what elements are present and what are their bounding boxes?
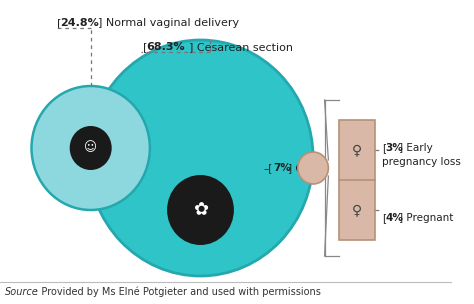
Circle shape	[298, 152, 328, 184]
Text: [: [	[382, 213, 386, 223]
Text: ] Normal vaginal delivery: ] Normal vaginal delivery	[98, 18, 239, 28]
Text: ♀: ♀	[352, 203, 362, 217]
Text: 3%: 3%	[386, 143, 403, 153]
Text: 4%: 4%	[386, 213, 403, 223]
Text: –[: –[	[264, 163, 273, 173]
Text: : Provided by Ms Elné Potgieter and used with permissions: : Provided by Ms Elné Potgieter and used…	[36, 287, 321, 297]
Text: ✿: ✿	[193, 201, 208, 219]
Text: ] Cesarean section: ] Cesarean section	[189, 42, 293, 52]
Text: ] Pregnant: ] Pregnant	[399, 213, 454, 223]
Text: [: [	[143, 42, 148, 52]
Text: Source: Source	[5, 287, 38, 297]
Text: ♀: ♀	[352, 143, 362, 157]
Circle shape	[88, 40, 313, 276]
Text: [: [	[382, 143, 386, 153]
Text: 68.3%: 68.3%	[146, 42, 185, 52]
Text: [: [	[57, 18, 62, 28]
Circle shape	[70, 126, 112, 170]
Text: ] Other: ] Other	[288, 163, 326, 173]
Text: ☺: ☺	[84, 141, 97, 154]
Circle shape	[167, 175, 234, 245]
Bar	[339, 120, 375, 240]
Text: 7%: 7%	[273, 163, 291, 173]
Text: 24.8%: 24.8%	[60, 18, 99, 28]
Text: ] Early: ] Early	[399, 143, 433, 153]
Text: pregnancy loss: pregnancy loss	[382, 157, 461, 167]
Circle shape	[31, 86, 150, 210]
